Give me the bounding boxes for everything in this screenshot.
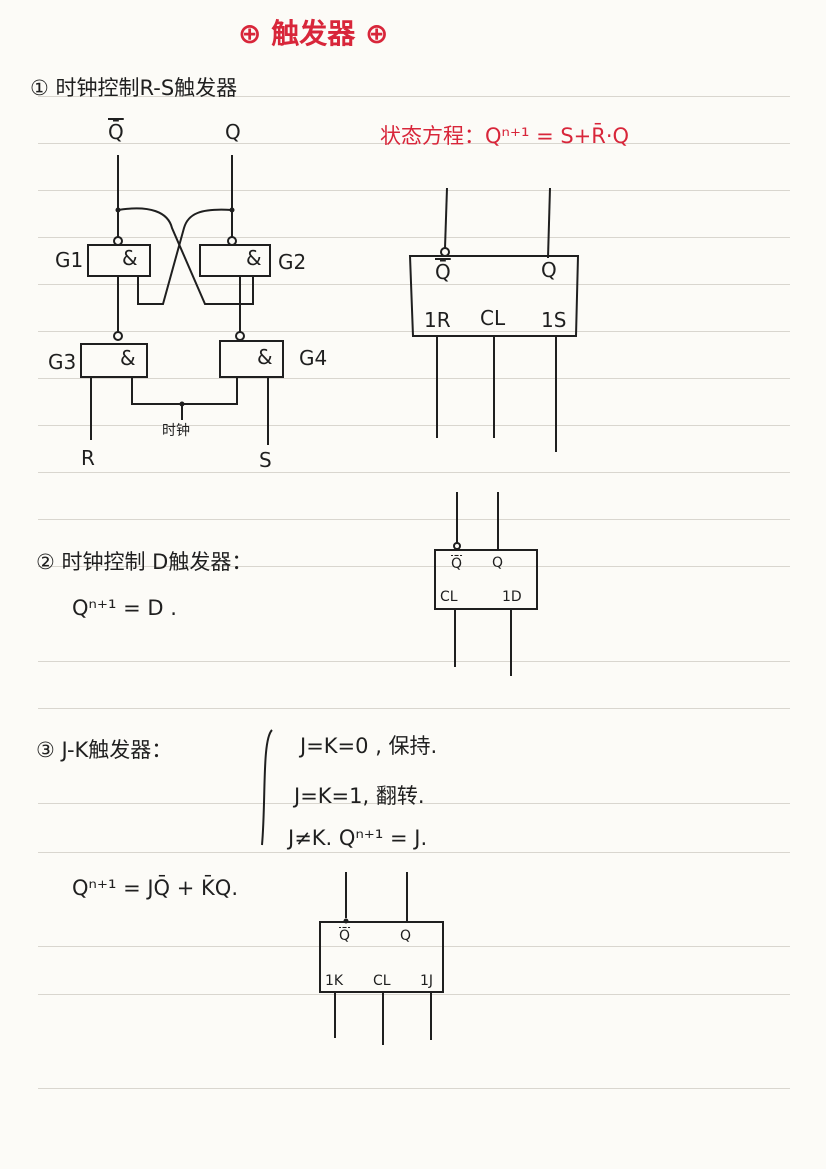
- rs-block-pin-cl: CL: [480, 306, 506, 330]
- rs-state-equation: 状态方程：Qⁿ⁺¹ = S+R̄·Q: [380, 120, 629, 150]
- gate-g4-label: G4: [299, 346, 328, 370]
- ruled-line: [38, 237, 790, 238]
- title-mark-left: ⊕: [238, 17, 262, 50]
- d-block-qbar: Q̄: [451, 556, 463, 572]
- ruled-line: [38, 661, 790, 662]
- rs-output-q: Q: [225, 120, 241, 144]
- d-block-pin-1d: 1D: [502, 589, 522, 605]
- d-equation: Qⁿ⁺¹ = D .: [72, 596, 177, 620]
- input-r: R: [81, 446, 95, 470]
- ruled-line: [38, 1088, 790, 1089]
- ruled-line: [38, 143, 790, 144]
- ruled-line: [38, 190, 790, 191]
- ruled-line: [38, 331, 790, 332]
- title-mark-right: ⊕: [364, 17, 389, 50]
- section2-heading: ② 时钟控制 D触发器：: [36, 550, 253, 574]
- gate-g2-symbol: &: [246, 246, 262, 270]
- jk-block-pin-1j: 1J: [420, 973, 434, 989]
- gate-g4-box: [219, 340, 284, 378]
- jk-case-toggle: J=K=1, 翻转.: [294, 784, 425, 808]
- jk-block-q: Q: [400, 928, 412, 944]
- ruled-line: [38, 96, 790, 97]
- rs-block-q: Q: [541, 258, 557, 282]
- gate-g3-symbol: &: [120, 346, 136, 370]
- d-block-q: Q: [492, 555, 504, 571]
- section1-heading: ① 时钟控制R-S触发器: [30, 76, 238, 100]
- rs-output-qbar: Q̄: [108, 120, 124, 144]
- gate-g2-label: G2: [278, 250, 307, 274]
- gate-g1-label: G1: [55, 248, 84, 272]
- gate-g1-box: [87, 244, 151, 277]
- ruled-line: [38, 566, 790, 567]
- ruled-line: [38, 803, 790, 804]
- section3-heading: ③ J-K触发器：: [36, 738, 173, 762]
- clock-label: 时钟: [162, 423, 190, 439]
- ruled-line: [38, 519, 790, 520]
- gate-g4-symbol: &: [257, 345, 273, 369]
- ruled-line: [38, 378, 790, 379]
- ruled-line: [38, 284, 790, 285]
- jk-equation: Qⁿ⁺¹ = JQ̄ + K̄Q.: [72, 876, 238, 900]
- ruled-line: [38, 708, 790, 709]
- d-block-pin-cl: CL: [440, 589, 458, 605]
- ruled-line: [38, 472, 790, 473]
- rs-block-pin-1s: 1S: [541, 308, 567, 332]
- state-eq: Qⁿ⁺¹ = S+R̄·Q: [485, 124, 630, 148]
- ruled-line: [38, 852, 790, 853]
- gate-g1-symbol: &: [122, 246, 138, 270]
- ruled-line: [38, 994, 790, 995]
- rs-block-qbar: Q̄: [435, 260, 451, 284]
- jk-block-pin-1k: 1K: [325, 973, 344, 989]
- input-s: S: [259, 448, 272, 472]
- jk-case-set: J≠K. Qⁿ⁺¹ = J.: [288, 826, 428, 850]
- jk-case-hold: J=K=0 , 保持.: [300, 734, 438, 758]
- jk-block-pin-cl: CL: [373, 973, 391, 989]
- rs-block-pin-1r: 1R: [424, 308, 451, 332]
- title-text: 触发器: [271, 17, 356, 50]
- ruled-line: [38, 946, 790, 947]
- ruled-line: [38, 425, 790, 426]
- page-title: ⊕ 触发器 ⊕: [238, 12, 388, 52]
- gate-g3-label: G3: [48, 350, 77, 374]
- state-eq-label: 状态方程：: [380, 124, 485, 148]
- gate-g3-box: [80, 343, 148, 378]
- jk-block-qbar: Q̄: [339, 928, 351, 944]
